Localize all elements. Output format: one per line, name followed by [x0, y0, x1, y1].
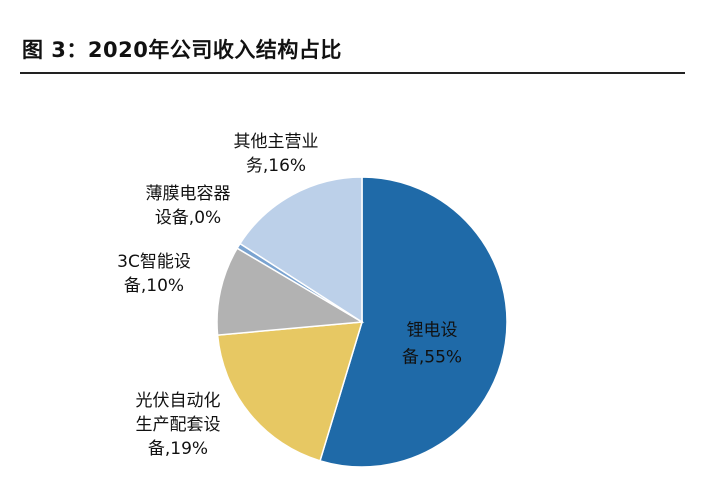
page-title: 图 3：2020年公司收入结构占比	[22, 38, 342, 62]
pie-slice-c3	[216, 247, 365, 336]
pie-slice-lithium	[319, 176, 508, 468]
slice-label-c3: 3C智能设备,10%	[117, 252, 191, 296]
title-divider	[20, 72, 685, 74]
pie-slice-photovoltaic	[216, 321, 364, 462]
slice-label-other: 其他主营业务,16%	[234, 132, 319, 176]
slice-label-film-capacitor: 薄膜电容器设备,0%	[146, 184, 231, 228]
slice-label-lithium: 锂电设备,55%	[402, 321, 462, 368]
slice-label-photovoltaic: 光伏自动化生产配套设备,19%	[136, 391, 221, 459]
pie-slice-other	[239, 176, 363, 324]
